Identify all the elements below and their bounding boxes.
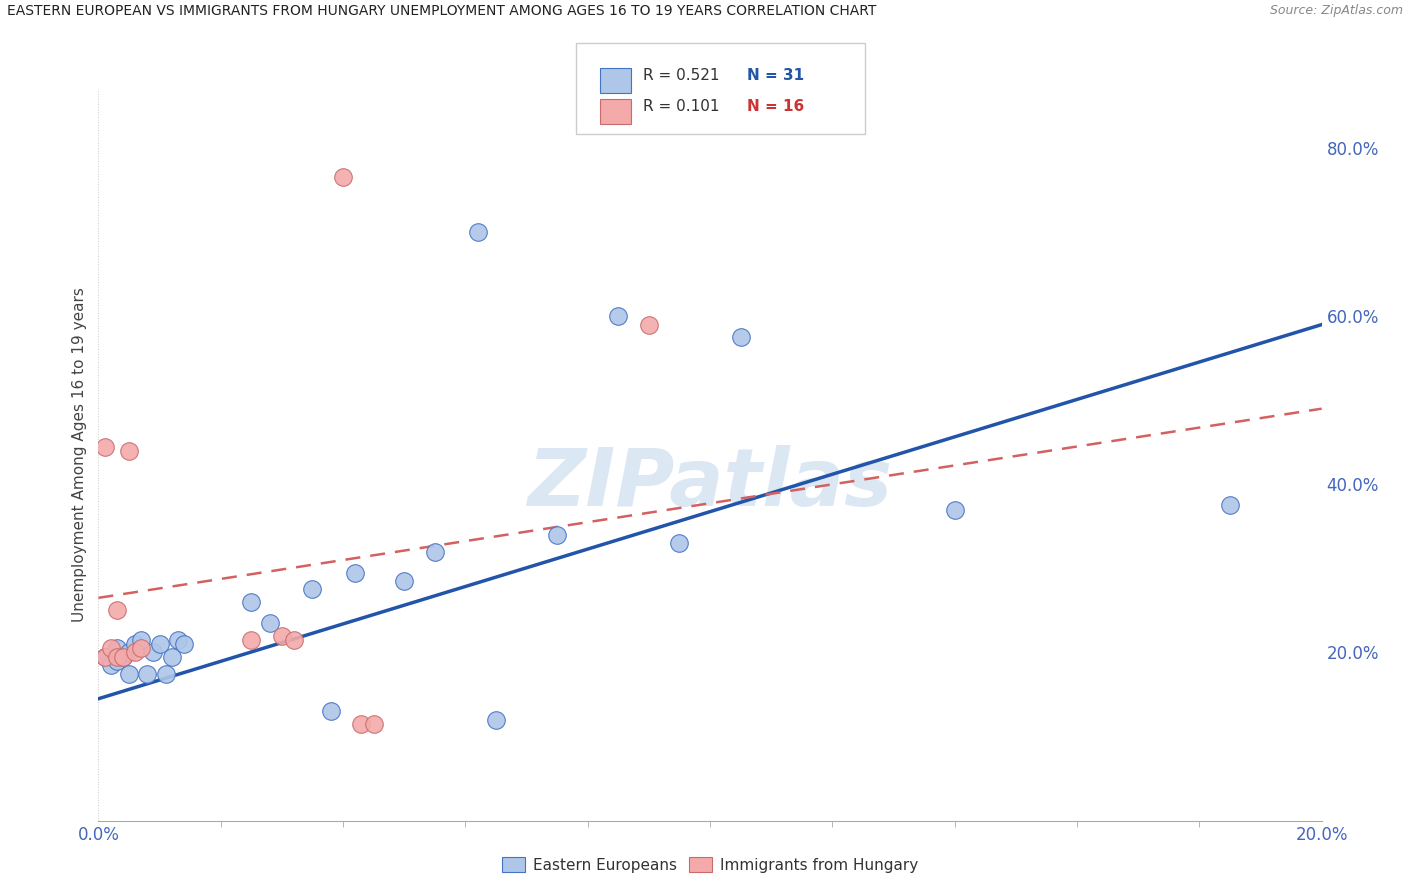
- Y-axis label: Unemployment Among Ages 16 to 19 years: Unemployment Among Ages 16 to 19 years: [72, 287, 87, 623]
- Point: [1219, 499, 1241, 513]
- Point: [149, 637, 172, 651]
- Point: [105, 654, 128, 668]
- Point: [111, 649, 134, 664]
- Point: [240, 632, 263, 647]
- Point: [100, 641, 122, 656]
- Point: [485, 713, 508, 727]
- Point: [350, 717, 373, 731]
- Point: [423, 544, 446, 558]
- Point: [943, 502, 966, 516]
- Point: [173, 637, 195, 651]
- Point: [155, 666, 177, 681]
- Text: R = 0.521: R = 0.521: [643, 68, 734, 83]
- Point: [607, 309, 630, 323]
- Point: [259, 616, 281, 631]
- Text: Source: ZipAtlas.com: Source: ZipAtlas.com: [1270, 4, 1403, 18]
- Point: [668, 536, 690, 550]
- Text: N = 31: N = 31: [747, 68, 804, 83]
- Point: [118, 645, 141, 659]
- Point: [124, 645, 146, 659]
- Point: [93, 649, 115, 664]
- Point: [136, 666, 159, 681]
- Point: [301, 582, 323, 597]
- Text: ZIPatlas: ZIPatlas: [527, 445, 893, 524]
- Text: N = 16: N = 16: [747, 99, 804, 114]
- Point: [467, 225, 489, 239]
- Point: [319, 704, 342, 718]
- Point: [129, 641, 152, 656]
- Point: [344, 566, 367, 580]
- Point: [111, 649, 134, 664]
- Point: [142, 645, 165, 659]
- Point: [730, 330, 752, 344]
- Point: [546, 528, 568, 542]
- Point: [332, 170, 354, 185]
- Point: [637, 318, 661, 332]
- Point: [93, 440, 115, 454]
- Point: [160, 649, 183, 664]
- Point: [270, 629, 292, 643]
- Point: [392, 574, 416, 588]
- Text: EASTERN EUROPEAN VS IMMIGRANTS FROM HUNGARY UNEMPLOYMENT AMONG AGES 16 TO 19 YEA: EASTERN EUROPEAN VS IMMIGRANTS FROM HUNG…: [7, 4, 876, 19]
- Point: [118, 666, 141, 681]
- Point: [105, 641, 128, 656]
- Point: [105, 603, 128, 617]
- Point: [283, 632, 305, 647]
- Point: [124, 637, 146, 651]
- Point: [167, 632, 190, 647]
- Point: [93, 649, 115, 664]
- Point: [100, 658, 122, 673]
- Point: [129, 632, 152, 647]
- Text: R = 0.101: R = 0.101: [643, 99, 734, 114]
- Point: [105, 649, 128, 664]
- Point: [240, 595, 263, 609]
- Point: [118, 443, 141, 458]
- Point: [363, 717, 385, 731]
- Legend: Eastern Europeans, Immigrants from Hungary: Eastern Europeans, Immigrants from Hunga…: [496, 851, 924, 879]
